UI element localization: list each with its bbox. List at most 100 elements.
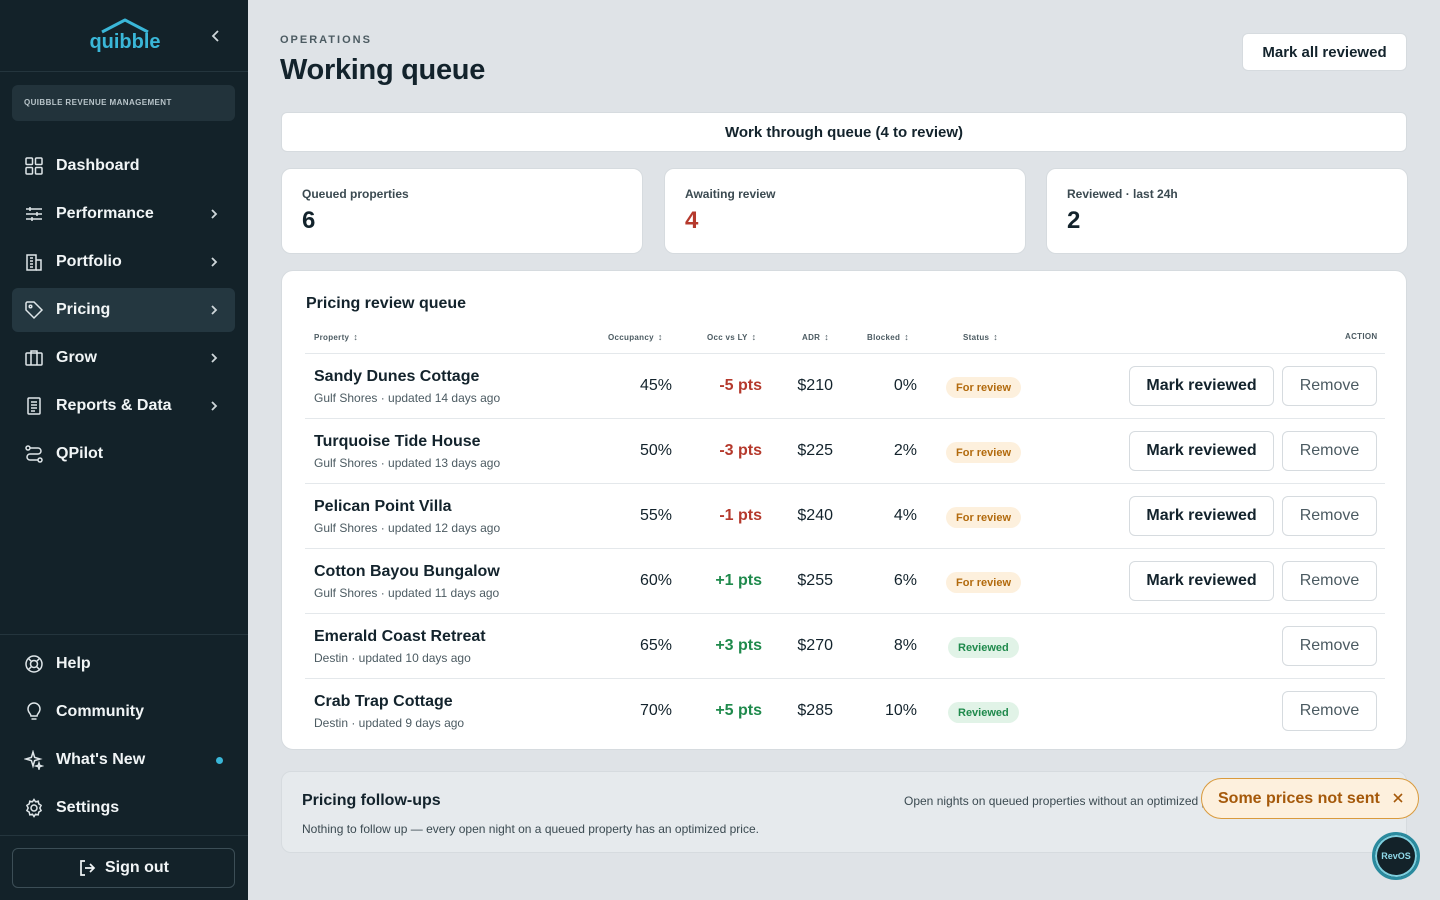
stat-label: Queued properties [302,187,409,201]
remove-button[interactable]: Remove [1282,561,1377,601]
property-name[interactable]: Cotton Bayou Bungalow [314,563,500,580]
sidebar-item-portfolio[interactable]: Portfolio [12,240,235,284]
occupancy-value: 55% [639,507,672,524]
collapse-sidebar-icon[interactable] [206,26,226,46]
building-icon [24,252,44,272]
work-through-queue-button[interactable]: Work through queue (4 to review) [281,112,1407,152]
sidebar-item-pricing[interactable]: Pricing [12,288,235,332]
sidebar-item-label: What's New [56,751,146,768]
status-badge: For review [946,572,1022,593]
occ-vs-ly-value: +1 pts [715,572,762,589]
briefcase-icon [24,348,44,368]
occupancy-value: 70% [639,702,672,719]
occ-vs-ly-value: +5 pts [715,702,762,719]
stat-value: 2 [1067,207,1081,234]
adr-value: $285 [797,702,833,719]
grid-icon [24,156,44,176]
sidebar-item-label: Reports & Data [56,397,172,414]
page-title: Working queue [280,54,486,86]
status-badge: For review [946,377,1022,398]
sort-icon: ↕ [353,332,359,342]
occ-vs-ly-value: -3 pts [719,442,762,459]
unread-dot [216,757,223,764]
route-icon [24,444,44,464]
blocked-value: 10% [884,702,917,719]
column-header-property[interactable]: Property ↕ [314,332,359,342]
property-name[interactable]: Crab Trap Cottage [314,693,453,710]
sidebar-item-whats-new[interactable]: What's New [12,738,235,782]
sidebar-item-settings[interactable]: Settings [12,786,235,830]
property-name[interactable]: Turquoise Tide House [314,433,481,450]
section-eyebrow: OPERATIONS [280,34,372,46]
occupancy-value: 65% [639,637,672,654]
sidebar-item-label: Performance [56,205,154,222]
property-name[interactable]: Sandy Dunes Cottage [314,368,480,385]
remove-button[interactable]: Remove [1282,626,1377,666]
column-header-blocked[interactable]: Blocked ↕ [867,332,910,342]
adr-value: $240 [797,507,833,524]
chevron-right-icon [207,207,221,221]
org-switcher[interactable]: QUIBBLE REVENUE MANAGEMENT [12,85,235,121]
revos-assistant-button[interactable]: RevOS [1372,832,1420,880]
table-row: Sandy Dunes Cottage Gulf Shores · updated… [305,354,1385,419]
quibble-logo[interactable]: quibble [88,18,162,54]
remove-button[interactable]: Remove [1282,496,1377,536]
sidebar-item-community[interactable]: Community [12,690,235,734]
mark-reviewed-button[interactable]: Mark reviewed [1129,561,1274,601]
sort-icon: ↕ [904,332,910,342]
occ-vs-ly-value: -1 pts [719,507,762,524]
column-header-occ-vs-ly[interactable]: Occ vs LY ↕ [707,332,757,342]
sidebar-item-label: QPilot [56,445,104,462]
prices-not-sent-toast[interactable]: Some prices not sent [1201,778,1419,819]
close-icon[interactable] [1390,790,1406,806]
sidebar-item-qpilot[interactable]: QPilot [12,432,235,476]
sidebar-item-performance[interactable]: Performance [12,192,235,236]
card-title: Pricing follow-ups [302,792,441,809]
remove-button[interactable]: Remove [1282,431,1377,471]
sliders-icon [24,204,44,224]
mark-reviewed-button[interactable]: Mark reviewed [1129,431,1274,471]
divider [0,634,248,635]
stat-card-queued: Queued properties 6 [281,168,643,254]
sidebar-item-dashboard[interactable]: Dashboard [12,144,235,188]
blocked-value: 4% [893,507,917,524]
remove-button[interactable]: Remove [1282,366,1377,406]
mark-reviewed-button[interactable]: Mark reviewed [1129,366,1274,406]
occ-vs-ly-value: -5 pts [719,377,762,394]
mark-reviewed-button[interactable]: Mark reviewed [1129,496,1274,536]
column-header-occupancy[interactable]: Occupancy ↕ [608,332,663,342]
logo-row: quibble [0,0,248,72]
sign-out-button[interactable]: Sign out [12,848,235,888]
toast-text: Some prices not sent [1218,789,1380,807]
column-header-status[interactable]: Status ↕ [963,332,999,342]
sidebar-item-label: Dashboard [56,157,140,174]
property-location: Gulf Shores · updated 13 days ago [314,456,501,470]
property-location: Gulf Shores · updated 14 days ago [314,391,501,405]
divider [305,353,1385,354]
status-badge: Reviewed [948,637,1019,658]
sidebar-item-help[interactable]: Help [12,642,235,686]
stat-card-reviewed: Reviewed · last 24h 2 [1046,168,1408,254]
sparkle-icon [24,750,44,770]
sort-icon: ↕ [751,332,757,342]
property-name[interactable]: Pelican Point Villa [314,498,452,515]
chevron-right-icon [207,255,221,269]
sidebar-item-grow[interactable]: Grow [12,336,235,380]
sidebar-item-label: Community [56,703,144,720]
divider [0,835,248,836]
sidebar-item-reports[interactable]: Reports & Data [12,384,235,428]
mark-all-reviewed-button[interactable]: Mark all reviewed [1242,33,1407,71]
pricing-review-queue: Pricing review queue Property ↕ Occupancy… [281,270,1407,750]
property-name[interactable]: Emerald Coast Retreat [314,628,486,645]
sidebar-item-label: Help [56,655,91,672]
sidebar-item-label: Settings [56,799,120,816]
remove-button[interactable]: Remove [1282,691,1377,731]
sort-icon: ↕ [657,332,663,342]
tag-icon [24,300,44,320]
property-location: Destin · updated 10 days ago [314,651,471,665]
column-header-action: ACTION [1345,332,1378,341]
lightbulb-icon [24,702,44,722]
adr-value: $210 [797,377,833,394]
chevron-right-icon [207,303,221,317]
column-header-adr[interactable]: ADR ↕ [802,332,830,342]
